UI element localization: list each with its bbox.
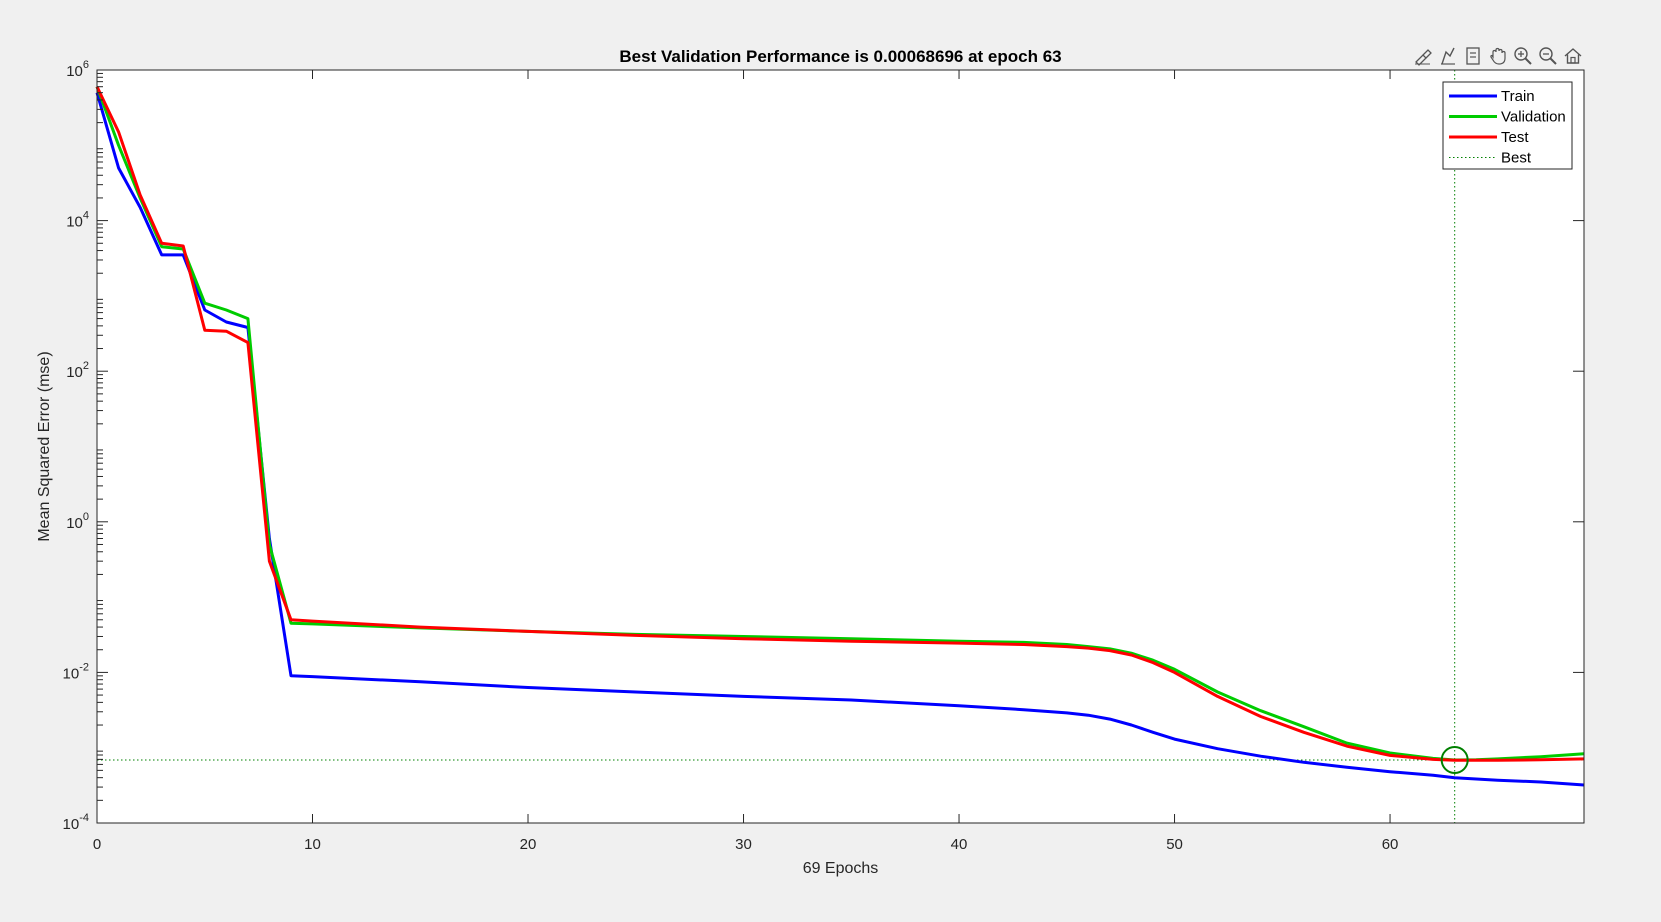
- series-line-train: [95, 92, 1585, 787]
- axes-background: [97, 70, 1584, 823]
- best-marker-lines: [97, 70, 1584, 823]
- y-tick-label: 104: [66, 210, 89, 231]
- x-tick-label: 40: [951, 836, 968, 853]
- x-tick-label: 10: [304, 836, 321, 853]
- zoom-in-button[interactable]: [1511, 45, 1534, 68]
- y-axis-label: Mean Squared Error (mse): [36, 351, 53, 541]
- best-marker: [1440, 745, 1469, 774]
- zoom-in-icon: [1513, 47, 1532, 65]
- home-button[interactable]: [1561, 45, 1584, 68]
- datacursor-button[interactable]: [1461, 45, 1484, 68]
- pan-hand-icon: [1489, 47, 1506, 65]
- legend: Train Validation Test Best: [1442, 81, 1573, 170]
- zoom-out-button[interactable]: [1536, 45, 1559, 68]
- x-tick-label: 60: [1382, 836, 1399, 853]
- y-axis: 10-4 10-2 100 102 104 106: [63, 59, 1584, 833]
- legend-label: Train: [1501, 88, 1535, 105]
- axes-box: [96, 69, 1585, 824]
- x-tick-label: 50: [1166, 836, 1183, 853]
- legend-label: Test: [1501, 129, 1529, 146]
- legend-label: Best: [1501, 150, 1532, 167]
- x-tick-label: 20: [520, 836, 537, 853]
- brush-icon: [1414, 49, 1432, 66]
- y-tick-label: 10-2: [63, 661, 89, 682]
- y-tick-label: 10-4: [63, 812, 89, 833]
- zoom-out-icon: [1538, 47, 1557, 65]
- brush-button[interactable]: [1411, 45, 1434, 68]
- legend-label: Validation: [1501, 109, 1566, 126]
- home-icon: [1564, 48, 1581, 64]
- x-axis-label: 69 Epochs: [803, 860, 879, 877]
- series-line-test: [95, 86, 1585, 762]
- y-tick-label: 102: [66, 360, 89, 381]
- y-tick-label: 100: [66, 511, 89, 532]
- pan-button[interactable]: [1486, 45, 1509, 68]
- chart-title: Best Validation Performance is 0.0006869…: [619, 47, 1061, 66]
- y-tick-label: 106: [66, 59, 89, 80]
- datacursor-icon: [1465, 47, 1480, 65]
- best-point-circle: [1440, 745, 1469, 774]
- series-line-validation: [95, 86, 1585, 762]
- data-tip-button[interactable]: [1436, 45, 1459, 68]
- x-axis: 0 10 20 30 40 50 60: [93, 70, 1399, 853]
- axes-toolbar: [1411, 44, 1584, 68]
- x-tick-label: 30: [735, 836, 752, 853]
- x-tick-label: 0: [93, 836, 101, 853]
- series-layer: [95, 86, 1585, 787]
- data-tip-icon: [1440, 47, 1455, 65]
